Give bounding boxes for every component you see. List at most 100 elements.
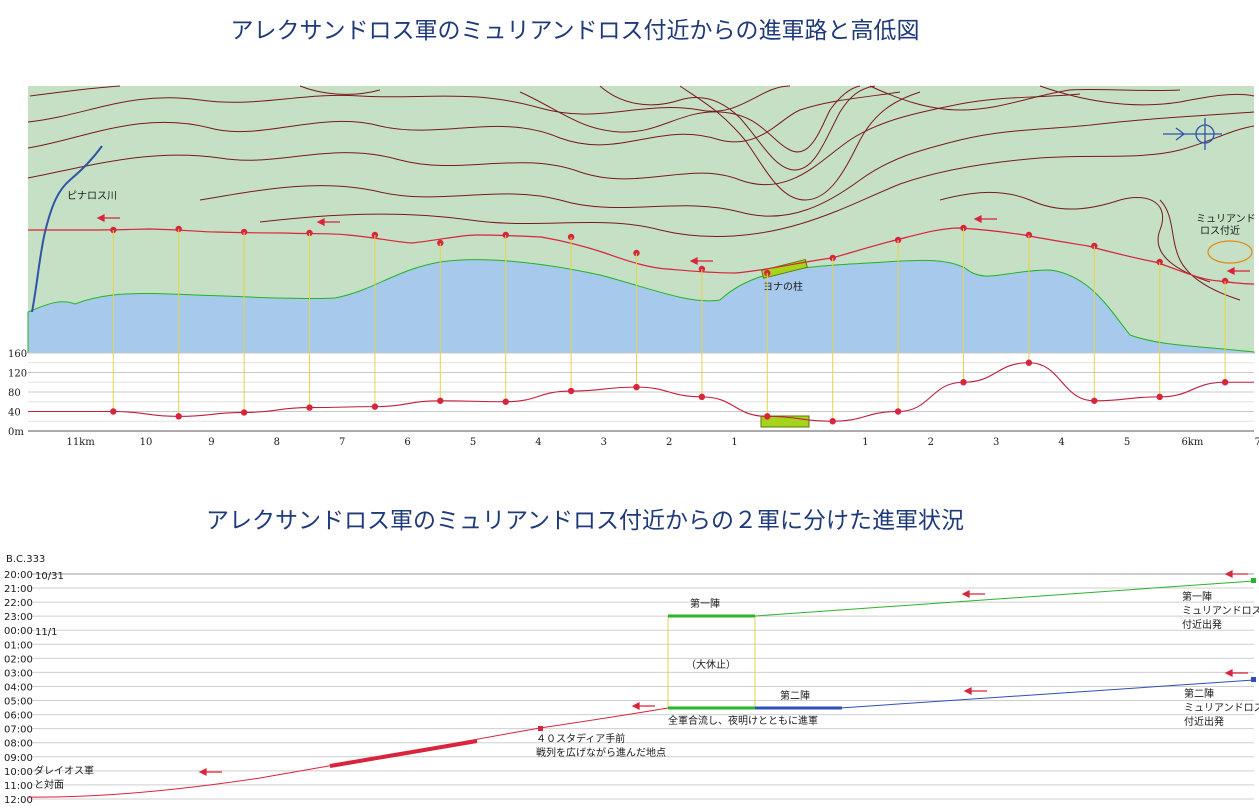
timeline-y-ticks: 20:00 21:00 22:00 23:00 00:00 01:00 02:00 03:00… [4,570,33,806]
timeline-y-tick: 05:00 [4,697,33,708]
profile-x-tick: 5 [470,437,476,448]
profile-y-ticks: 160 120 80 40 0m [8,349,27,438]
myriandros-label-2: ロス付近 [1200,224,1240,237]
darius-label-1: ダレイオス軍 [34,764,94,777]
timeline-y-tick: 21:00 [4,584,33,595]
profile-x-tick: 7 [1255,437,1259,448]
profile-point [502,398,509,405]
timeline-y-tick: 20:00 [4,570,33,581]
darius-label-2: と対面 [34,778,64,791]
timeline-y-tick: 07:00 [4,725,33,736]
profile-point [698,393,706,401]
profile-x-tick: 4 [535,437,541,448]
profile-x-tick: 10 [140,437,153,448]
profile-point [894,408,902,415]
second-army-depart-2: ミュリアンドロス [1184,703,1259,714]
profile-y-tick: 80 [8,388,21,399]
profile-y-tick: 0m [8,427,24,438]
first-army-line [754,580,1255,617]
second-army-depart-1: 第二陣 [1184,687,1214,700]
timeline-y-tick: 12:00 [4,795,33,806]
sea-area [27,259,1255,354]
profile-point [110,408,117,415]
first-army-depart-2: ミュリアンドロス [1182,606,1259,617]
year-label: B.C.333 [6,554,45,565]
timeline-title: アレクサンドロス軍のミュリアンドロス付近からの２軍に分けた進軍状況 [206,508,964,534]
timeline-date-label: 10/31 [35,571,64,582]
stadia-label-1: ４０スタディア手前 [536,732,625,745]
second-army-label: 第二陣 [780,689,810,702]
timeline-y-tick: 02:00 [4,654,33,665]
second-army-start [1251,677,1256,682]
timeline-y-tick: 23:00 [4,612,33,623]
profile-point [1025,359,1033,366]
contour-lines [27,85,1255,301]
elevation-profile: 160 120 80 40 0m 11km 10 9 8 7 6 5 4 3 2 1 1 2 3 4 5 6km 7 [8,228,1259,448]
profile-x-tick: 11km [66,437,95,448]
route-arrows [96,214,1250,275]
myriandros-label-1: ミュリアンド [1196,214,1256,225]
timeline-y-tick: 22:00 [4,598,33,609]
timeline-y-tick: 03:00 [4,668,33,679]
profile-x-tick: 3 [601,437,607,448]
timeline-y-tick: 10:00 [4,767,33,778]
profile-point [1221,379,1229,386]
timeline-y-tick: 11:00 [4,781,33,792]
pinaros-river [31,145,103,313]
profile-x-tick: 9 [208,437,214,448]
profile-point [764,413,771,420]
merge-label: 全軍合流し、夜明けとともに進軍 [668,714,818,727]
timeline-y-tick: 08:00 [4,739,33,750]
profile-x-tick: 7 [339,437,345,448]
profile-x-tick: 2 [666,437,672,448]
route-map: ピナロス川 ヨナの柱 ミュリアンド ロス付近 [27,85,1256,354]
profile-y-tick: 40 [8,408,21,419]
profile-link-lines [112,228,1226,422]
stadia-label-2: 戦列を広げながら進んだ地点 [536,746,666,759]
profile-point [240,409,248,416]
profile-point [371,403,379,410]
compass-icon [1163,118,1222,150]
river-label: ピナロス川 [67,190,117,202]
profile-x-tick: 1 [862,437,868,448]
profile-gridlines [28,352,1254,432]
timeline-y-tick: 06:00 [4,711,33,722]
profile-x-ticks: 11km 10 9 8 7 6 5 4 3 2 1 1 2 3 4 5 6km 7 [66,437,1259,448]
first-army-depart-3: 付近出発 [1182,618,1222,631]
timeline-y-tick: 00:00 [4,626,33,637]
profile-x-tick: 1 [731,437,737,448]
profile-y-tick: 120 [8,369,27,380]
timeline-arrows [198,570,1248,776]
profile-point [829,418,836,425]
timeline-gridlines [32,573,1254,800]
first-army-start [1251,578,1256,583]
first-army-depart-1: 第一陣 [1182,590,1212,603]
timeline-y-tick: 04:00 [4,682,33,693]
profile-point [960,379,967,386]
timeline-date-label: 11/1 [35,627,57,638]
profile-y-tick: 160 [8,349,27,360]
second-army-depart-3: 付近出発 [1184,715,1224,728]
pillar-label: ヨナの柱 [763,280,803,293]
profile-point [1091,397,1098,404]
second-army-line [839,679,1255,709]
timeline-date-labels: 10/31 11/1 [35,571,64,638]
profile-x-tick: 8 [274,437,280,448]
profile-points [110,359,1229,425]
stadia-point [538,726,543,731]
profile-point [175,413,182,420]
profile-x-tick: 6 [404,437,410,448]
profile-x-tick: 6km [1181,437,1203,448]
timeline-y-tick: 01:00 [4,640,33,651]
myriandros-area [1207,240,1253,264]
profile-point [567,387,575,395]
profile-x-tick: 4 [1058,437,1064,448]
profile-x-tick: 5 [1124,437,1130,448]
profile-line [28,362,1254,422]
profile-point [633,383,640,391]
profile-point [306,404,313,411]
profile-point [437,397,444,404]
profile-point [1156,393,1163,401]
profile-pillar [760,415,810,428]
